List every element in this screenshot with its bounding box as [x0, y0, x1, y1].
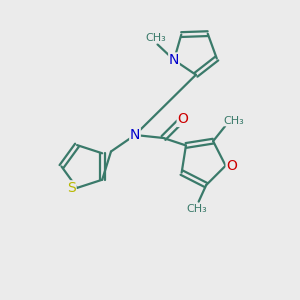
Text: N: N	[169, 53, 179, 67]
Text: CH₃: CH₃	[187, 204, 208, 214]
Text: O: O	[226, 159, 237, 173]
Text: CH₃: CH₃	[223, 116, 244, 126]
Text: N: N	[130, 128, 140, 142]
Text: S: S	[67, 181, 76, 195]
Text: O: O	[177, 112, 188, 126]
Text: CH₃: CH₃	[146, 33, 167, 43]
